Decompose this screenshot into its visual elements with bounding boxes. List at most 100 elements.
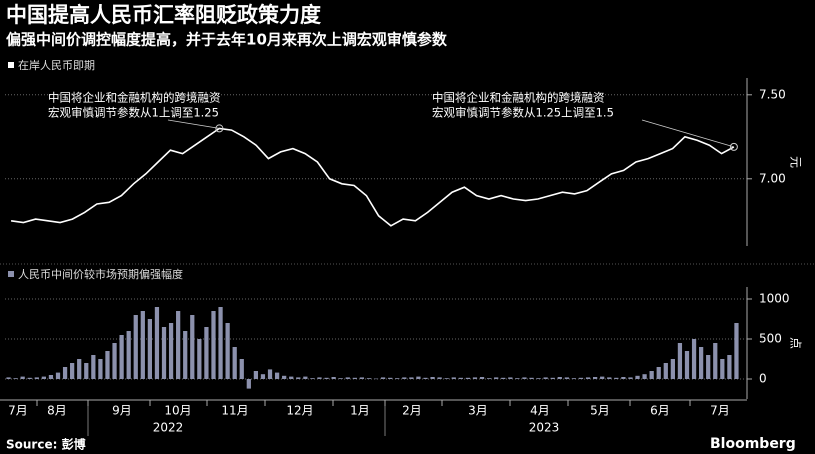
bar xyxy=(161,327,167,379)
price-line xyxy=(10,127,735,227)
bar xyxy=(359,377,365,379)
legend-swatch xyxy=(8,62,14,68)
bar xyxy=(154,307,160,379)
bar xyxy=(409,377,414,379)
bar xyxy=(373,378,379,380)
bar xyxy=(310,378,315,379)
bar xyxy=(522,377,527,379)
bar xyxy=(48,375,54,379)
bar xyxy=(571,378,577,379)
leader-line xyxy=(167,119,220,129)
bar xyxy=(494,377,499,379)
y-tick-label: 500 xyxy=(759,332,782,346)
bar xyxy=(684,351,690,379)
bar xyxy=(508,377,513,379)
bar xyxy=(402,377,407,379)
bar xyxy=(352,377,357,379)
bar xyxy=(437,377,442,379)
bar xyxy=(20,376,25,379)
x-tick-label: 10月 xyxy=(164,404,191,418)
bar xyxy=(55,372,61,379)
bar xyxy=(670,359,675,379)
bar xyxy=(628,377,633,379)
bar xyxy=(119,335,124,379)
bar xyxy=(317,377,322,379)
year-label: 2022 xyxy=(153,421,184,435)
bar xyxy=(338,378,343,379)
y-tick-label: 1000 xyxy=(759,292,790,306)
y-tick-label: 7.50 xyxy=(759,87,786,101)
bar xyxy=(699,347,704,379)
bar xyxy=(635,375,640,379)
bar xyxy=(486,378,492,379)
bar xyxy=(98,359,103,379)
legend-swatch xyxy=(8,271,14,277)
legend-label: 人民币中间价较市场预期偏强幅度 xyxy=(18,267,183,281)
bar xyxy=(543,377,548,379)
axis-label: 点 xyxy=(789,337,803,349)
x-tick-label: 1月 xyxy=(350,404,370,418)
bar xyxy=(77,359,82,379)
bar xyxy=(578,377,584,379)
bar xyxy=(303,376,308,379)
bar xyxy=(642,374,647,379)
x-tick-label: 7月 xyxy=(710,404,730,418)
bar xyxy=(649,371,654,379)
bar xyxy=(593,377,598,379)
bar xyxy=(430,377,435,379)
x-tick-label: 8月 xyxy=(47,404,67,418)
legend-label: 在岸人民币即期 xyxy=(18,59,95,72)
bar xyxy=(27,377,32,379)
bar xyxy=(345,377,350,379)
bar xyxy=(621,377,626,379)
bar xyxy=(663,363,668,379)
annotation-marker xyxy=(729,142,738,151)
bar xyxy=(713,343,718,379)
bar xyxy=(225,323,230,379)
bar xyxy=(564,377,569,379)
bar xyxy=(600,376,605,379)
bar xyxy=(6,377,11,379)
bar xyxy=(380,377,386,379)
bar xyxy=(84,363,89,379)
bar xyxy=(607,377,612,379)
bar xyxy=(183,331,188,379)
bar xyxy=(550,377,555,379)
x-tick-label: 6月 xyxy=(650,404,670,418)
axis-label: 元 xyxy=(789,156,803,168)
x-tick-label: 12月 xyxy=(286,404,313,418)
chart-subtitle: 偏强中间价调控幅度提高，并于去年10月来再次上调宏观审慎参数 xyxy=(6,31,448,49)
bar xyxy=(501,377,506,379)
x-tick-label: 3月 xyxy=(468,404,488,418)
bar xyxy=(70,363,75,379)
annotation: 宏观审慎调节参数从1上调至1.25 xyxy=(48,106,219,120)
bar xyxy=(479,377,485,379)
annotation: 宏观审慎调节参数从1.25上调至1.5 xyxy=(432,106,614,120)
bar xyxy=(13,378,18,379)
bar xyxy=(727,355,732,379)
bar xyxy=(395,378,400,379)
bar xyxy=(105,351,110,379)
source: Source: 彭博 xyxy=(6,437,86,452)
bar xyxy=(91,355,96,379)
bar xyxy=(465,377,471,379)
bar xyxy=(451,377,456,379)
chart-title: 中国提高人民币汇率阻贬政策力度 xyxy=(6,3,321,27)
bar xyxy=(267,369,273,379)
x-tick-label: 2月 xyxy=(402,404,422,418)
bar xyxy=(289,376,294,379)
bar xyxy=(239,359,244,379)
bar xyxy=(614,377,619,379)
bar xyxy=(140,311,145,379)
bar xyxy=(62,367,68,379)
bar xyxy=(472,377,478,379)
bar xyxy=(260,374,266,379)
bar xyxy=(112,343,117,379)
bar xyxy=(324,377,329,379)
brand: Bloomberg xyxy=(710,436,796,452)
bar xyxy=(515,378,520,379)
x-tick-label: 11月 xyxy=(221,404,248,418)
bar xyxy=(296,377,301,379)
bar xyxy=(331,377,336,379)
